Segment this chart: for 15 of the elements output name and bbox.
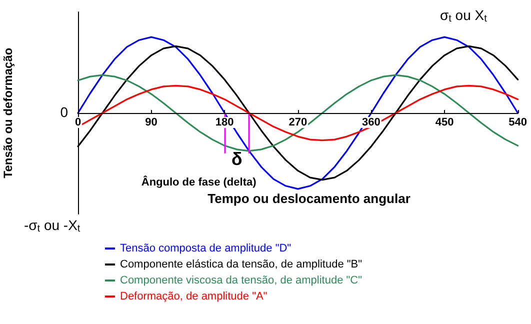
legend-label: Componente elástica da tensão, de amplitude "B" [120, 258, 362, 270]
y-axis-title: Tensão ou deformação [1, 48, 15, 178]
legend-label: Componente viscosa da tensão, de amplitude "C" [120, 274, 362, 286]
x-axis-title: Tempo ou deslocamento angular [208, 191, 410, 206]
x-tick-label: 270 [288, 116, 308, 128]
x-tick-label: 360 [362, 116, 380, 128]
legend-label: Tensão composta de amplitude "D" [120, 242, 292, 254]
x-tick-label: 90 [145, 116, 158, 128]
x-tick-label: 540 [508, 116, 528, 128]
annotation: Ângulo de fase (delta) [141, 176, 257, 188]
x-tick-label: 180 [215, 116, 234, 128]
x-tick-label: 0 [74, 116, 82, 128]
annotation: δ [231, 149, 242, 169]
legend-label: Deformação, de amplitude "A" [120, 290, 268, 302]
x-tick-label: 450 [435, 116, 454, 128]
